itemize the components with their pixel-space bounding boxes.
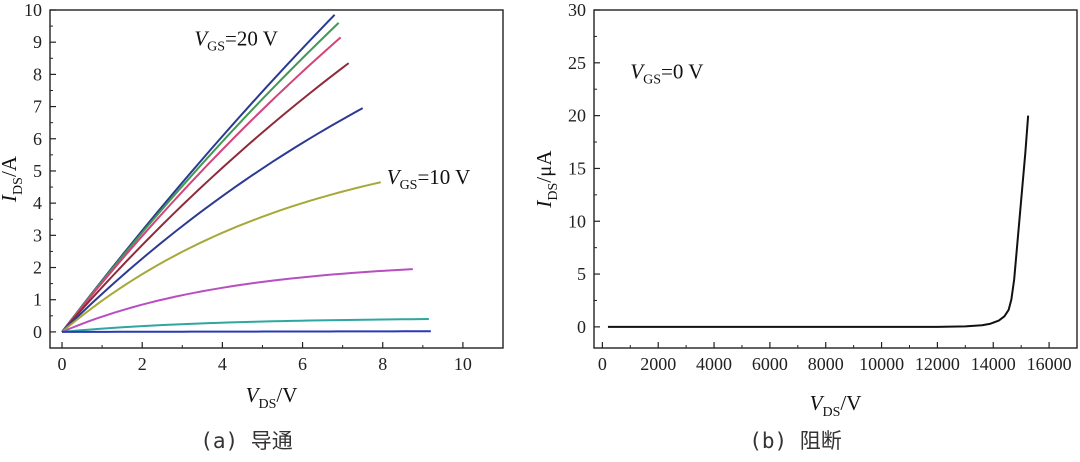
- y-tick-label: 0: [577, 317, 586, 337]
- x-tick-label: 2000: [640, 354, 676, 374]
- x-tick-label: 0: [58, 354, 67, 374]
- annotation-label: VGS=0 V: [630, 60, 703, 88]
- x-tick-label: 12000: [915, 354, 960, 374]
- y-tick-label: 15: [568, 158, 586, 178]
- series-line: [61, 22, 340, 333]
- x-axis-label: VDS/V: [810, 391, 862, 420]
- y-axis-label: IDS/A: [0, 155, 26, 203]
- y-tick-label: 10: [568, 211, 586, 231]
- x-tick-label: 10000: [859, 354, 904, 374]
- x-tick-label: 6: [298, 354, 307, 374]
- y-tick-label: 5: [33, 161, 42, 181]
- y-tick-label: 25: [568, 53, 586, 73]
- y-tick-label: 4: [33, 193, 42, 213]
- y-tick-label: 6: [33, 129, 42, 149]
- series-line: [62, 330, 431, 333]
- y-tick-label: 7: [33, 97, 42, 117]
- plot-frame: [49, 9, 504, 349]
- x-tick-label: 4000: [696, 354, 732, 374]
- y-tick-label: 10: [24, 0, 42, 20]
- annotation-label: VGS=10 V: [387, 165, 471, 193]
- y-tick-label: 9: [33, 32, 42, 52]
- x-tick-label: 2: [138, 354, 147, 374]
- panel-caption: (a) 导通: [200, 429, 293, 453]
- series-line: [61, 62, 350, 333]
- series-line: [61, 181, 381, 333]
- annotation-label: VGS=20 V: [194, 26, 278, 54]
- y-tick-label: 20: [568, 106, 586, 126]
- x-axis-label: VDS/V: [246, 383, 298, 412]
- chart-a-conduction: 0 2 4 6 8 10 0 1 2 3 4 5 6 7 8 9 10 VGS=20 V VGS=10 V VDS/V…: [0, 0, 504, 453]
- y-tick-label: 3: [33, 225, 42, 245]
- x-tick-label: 6000: [752, 354, 788, 374]
- y-axis-label: IDS/μA: [532, 150, 561, 209]
- series-line: [61, 268, 413, 333]
- series-line: [607, 115, 1030, 328]
- x-tick-label: 0: [598, 354, 607, 374]
- x-tick-label: 4: [218, 354, 227, 374]
- chart-b-blocking: 0 2000 4000 6000 8000 10000 12000 14000 16000 0 5 1…: [532, 0, 1078, 453]
- plot-frame: [593, 9, 1078, 349]
- y-tick-label: 1: [33, 290, 42, 310]
- y-tick-label: 2: [33, 258, 42, 278]
- y-tick-label: 0: [33, 322, 42, 342]
- x-tick-label: 16000: [1027, 354, 1072, 374]
- panel-caption: (b) 阻断: [749, 429, 842, 453]
- x-tick-label: 10: [454, 354, 472, 374]
- y-tick-label: 30: [568, 0, 586, 20]
- y-tick-label: 8: [33, 64, 42, 84]
- y-tick-label: 5: [577, 264, 586, 284]
- series-line: [61, 318, 429, 333]
- series-line: [61, 107, 364, 333]
- x-tick-label: 8000: [808, 354, 844, 374]
- x-tick-label: 8: [378, 354, 387, 374]
- series-line: [61, 36, 342, 333]
- x-tick-label: 14000: [971, 354, 1016, 374]
